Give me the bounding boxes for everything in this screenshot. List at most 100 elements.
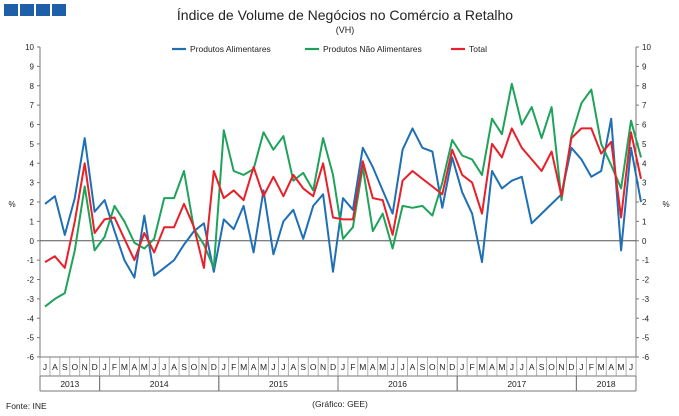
month-label: N [558, 362, 564, 372]
month-label: J [510, 362, 514, 372]
month-label: A [132, 362, 138, 372]
month-label: O [310, 362, 317, 372]
y-tick-label-right: 3 [642, 179, 647, 188]
month-label: J [460, 362, 464, 372]
y-tick-label-right: 2 [642, 198, 647, 207]
month-label: O [71, 362, 78, 372]
month-label: J [162, 362, 166, 372]
y-tick-label-left: -2 [27, 276, 35, 285]
y-tick-label-left: 4 [30, 159, 35, 168]
y-tick-label-left: 6 [30, 121, 35, 130]
y-tick-label-left: -1 [27, 256, 35, 265]
y-tick-label-left: 9 [30, 62, 35, 71]
year-label: 2018 [597, 379, 616, 389]
logo [4, 4, 66, 16]
month-label: O [191, 362, 198, 372]
month-label: S [300, 362, 306, 372]
chart-title: Índice de Volume de Negócios no Comércio… [177, 7, 513, 23]
month-label: J [629, 362, 633, 372]
month-label: S [539, 362, 545, 372]
y-tick-label-left: -5 [27, 334, 35, 343]
logo-square-1 [4, 4, 18, 16]
y-axis-label-left: % [8, 200, 15, 209]
y-axis-label-right: % [662, 200, 669, 209]
series-line-3 [44, 127, 642, 269]
month-label: F [231, 362, 236, 372]
month-label: A [251, 362, 257, 372]
chart-subtitle: (VH) [336, 25, 355, 35]
logo-square-2 [20, 4, 34, 16]
month-label: M [379, 362, 386, 372]
y-tick-label-left: -3 [27, 295, 35, 304]
year-label: 2015 [269, 379, 288, 389]
month-label: S [420, 362, 426, 372]
series-line-2 [44, 82, 642, 308]
year-label: 2016 [388, 379, 407, 389]
y-tick-label-left: 2 [30, 198, 35, 207]
credit-note: (Gráfico: GEE) [312, 399, 368, 409]
y-tick-label-left: 8 [30, 82, 35, 91]
logo-square-3 [36, 4, 50, 16]
y-tick-label-left: 7 [30, 101, 35, 110]
month-label: M [498, 362, 505, 372]
y-tick-label-right: 9 [642, 62, 647, 71]
y-tick-label-left: 1 [30, 217, 35, 226]
y-tick-label-right: -4 [642, 314, 650, 323]
month-label: F [589, 362, 594, 372]
month-label: A [171, 362, 177, 372]
month-label: M [240, 362, 247, 372]
year-label: 2013 [60, 379, 79, 389]
month-label: F [112, 362, 117, 372]
y-tick-label-right: 1 [642, 217, 647, 226]
month-label: J [152, 362, 156, 372]
month-label: J [579, 362, 583, 372]
y-tick-label-right: -5 [642, 334, 650, 343]
legend-label-2: Produtos Não Alimentares [323, 44, 422, 54]
month-label: J [281, 362, 285, 372]
month-label: N [82, 362, 88, 372]
month-label: J [341, 362, 345, 372]
y-tick-label-left: 0 [30, 237, 35, 246]
month-label: A [370, 362, 376, 372]
y-tick-label-right: 10 [642, 43, 651, 52]
month-label: D [330, 362, 336, 372]
month-label: J [222, 362, 226, 372]
source-note: Fonte: INE [6, 401, 47, 411]
month-label: N [439, 362, 445, 372]
y-tick-label-left: -6 [27, 353, 35, 362]
y-tick-label-right: 4 [642, 159, 647, 168]
month-label: M [359, 362, 366, 372]
month-label: D [568, 362, 574, 372]
month-label: M [260, 362, 267, 372]
month-label: A [489, 362, 495, 372]
month-label: O [429, 362, 436, 372]
logo-square-4 [52, 4, 66, 16]
month-label: M [478, 362, 485, 372]
year-label: 2014 [150, 379, 169, 389]
y-tick-label-right: -3 [642, 295, 650, 304]
month-label: J [102, 362, 106, 372]
year-label: 2017 [507, 379, 526, 389]
y-tick-label-left: -4 [27, 314, 35, 323]
month-label: N [320, 362, 326, 372]
month-label: A [529, 362, 535, 372]
month-label: J [391, 362, 395, 372]
legend-label-1: Produtos Alimentares [190, 44, 271, 54]
month-label: O [548, 362, 555, 372]
month-label: N [201, 362, 207, 372]
month-label: A [290, 362, 296, 372]
month-label: J [43, 362, 47, 372]
month-label: D [449, 362, 455, 372]
y-tick-label-left: 5 [30, 140, 35, 149]
y-tick-label-right: 0 [642, 237, 647, 246]
month-label: A [410, 362, 416, 372]
y-tick-label-right: 8 [642, 82, 647, 91]
y-tick-label-right: 7 [642, 101, 647, 110]
month-label: M [618, 362, 625, 372]
y-tick-label-right: -2 [642, 276, 650, 285]
month-label: D [211, 362, 217, 372]
month-label: M [121, 362, 128, 372]
month-label: D [92, 362, 98, 372]
month-label: J [400, 362, 404, 372]
